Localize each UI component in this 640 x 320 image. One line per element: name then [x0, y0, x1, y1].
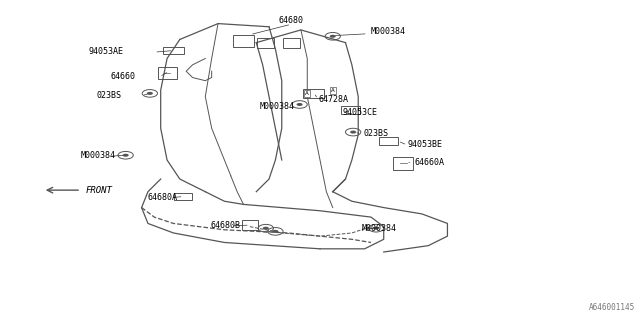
Text: 023BS: 023BS: [96, 91, 121, 100]
Text: 023BS: 023BS: [364, 129, 388, 138]
Circle shape: [296, 103, 303, 106]
Text: 64660A: 64660A: [414, 158, 444, 167]
Text: A: A: [331, 88, 335, 93]
Text: A646001145: A646001145: [589, 303, 636, 312]
Text: A: A: [305, 91, 309, 96]
FancyBboxPatch shape: [393, 157, 413, 170]
Text: 64680A: 64680A: [148, 193, 178, 202]
FancyBboxPatch shape: [243, 220, 257, 230]
Text: 64660: 64660: [110, 72, 135, 81]
Circle shape: [147, 92, 153, 95]
Text: M000384: M000384: [362, 224, 396, 233]
FancyBboxPatch shape: [257, 37, 275, 48]
Text: 64728A: 64728A: [318, 95, 348, 104]
Text: M000384: M000384: [81, 151, 116, 160]
FancyBboxPatch shape: [163, 47, 184, 54]
FancyBboxPatch shape: [341, 106, 360, 114]
FancyBboxPatch shape: [174, 193, 191, 200]
Text: 94053AE: 94053AE: [89, 47, 124, 56]
Text: 94053BE: 94053BE: [408, 140, 443, 149]
Circle shape: [273, 230, 278, 233]
Circle shape: [123, 154, 129, 157]
FancyBboxPatch shape: [303, 89, 324, 98]
Text: 94053CE: 94053CE: [342, 108, 378, 117]
Text: 64680: 64680: [279, 16, 304, 25]
FancyBboxPatch shape: [157, 67, 177, 79]
Circle shape: [330, 35, 336, 38]
Circle shape: [350, 131, 356, 134]
Text: FRONT: FRONT: [86, 186, 113, 195]
Circle shape: [373, 227, 379, 230]
Text: 64680B: 64680B: [211, 221, 241, 230]
Text: M000384: M000384: [371, 27, 406, 36]
FancyBboxPatch shape: [283, 37, 300, 48]
Text: M000384: M000384: [259, 102, 294, 111]
Circle shape: [263, 227, 269, 230]
FancyBboxPatch shape: [380, 137, 398, 145]
FancyBboxPatch shape: [234, 35, 253, 47]
